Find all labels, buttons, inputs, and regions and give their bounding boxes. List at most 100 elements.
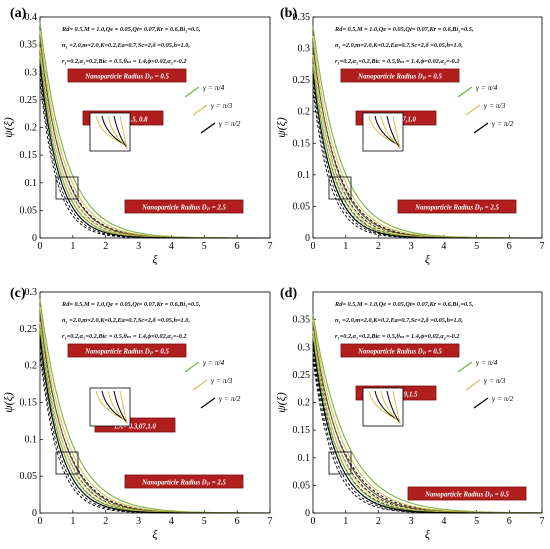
x-axis-label: ξ (152, 252, 158, 266)
parameter-line: Rd= 0.5,M = 1.0,Qe = 0.05,Qt= 0.07,Kr = … (61, 301, 201, 308)
annotation-text: Nanoparticle Radius Dₚ = 0.5 (357, 74, 442, 81)
dashed-series-line (312, 81, 542, 239)
x-tick-label: 7 (540, 241, 545, 252)
annotation-box (340, 343, 460, 358)
annotation-text: Nanoparticle Radius Dₚ = 2.5 (141, 205, 226, 212)
chart-panel-b: 0 1 2 3 4 5 6 7 0 0.05 0.1 0.15 0.2 0.25 0.3 0.35 ξ ψ(ξ) (… (274, 6, 545, 266)
y-tick-label: 0.35 (293, 12, 311, 23)
series-line (312, 336, 542, 514)
panel-label: (c) (10, 286, 26, 301)
legend-label: γ = π/2 (219, 394, 241, 403)
dashed-series-line (312, 358, 542, 514)
legend-line (473, 397, 489, 409)
legend-line (465, 379, 481, 391)
y-tick-label: 0.1 (25, 434, 38, 445)
y-tick-label: 0 (32, 233, 37, 244)
y-tick-label: 0.05 (20, 205, 38, 216)
annotation-box (124, 199, 244, 214)
annotation-box (397, 199, 517, 214)
dashed-series-line (39, 353, 270, 514)
x-tick-label: 0 (38, 516, 43, 527)
legend-line (192, 104, 208, 116)
series-line (312, 330, 542, 514)
x-tick-label: 3 (136, 516, 141, 527)
legend-label: γ = π/4 (476, 358, 498, 367)
x-tick-label: 3 (409, 241, 414, 252)
inset-curve (386, 390, 401, 424)
dashed-series-line (312, 90, 542, 239)
dashed-series-line (39, 73, 270, 239)
zoom-source-box (55, 176, 79, 200)
y-axis-label: ψ(ξ) (1, 392, 15, 413)
y-tick-label: 0.15 (20, 398, 38, 409)
annotation-text: Nanoparticle Radius Dₚ = 0.5 (84, 74, 169, 81)
x-tick-label: 4 (441, 516, 446, 527)
x-axis-label: ξ (425, 252, 431, 266)
legend-label: γ = π/3 (484, 101, 506, 110)
inset-curve (113, 390, 128, 424)
x-tick-label: 2 (103, 241, 108, 252)
y-axis-label: ψ(ξ) (274, 392, 288, 413)
parameter-line: Rd= 0.5,M = 1.0,Qe = 0.05,Qt= 0.07,Kr = … (334, 301, 474, 308)
zoom-source-box (55, 451, 79, 475)
x-tick-label: 7 (540, 516, 545, 527)
y-tick-label: 0.25 (20, 324, 38, 335)
dashed-series-line (39, 81, 270, 239)
inset-curve (392, 390, 401, 425)
x-tick-label: 3 (409, 516, 414, 527)
annotation-box (407, 486, 527, 501)
x-tick-label: 2 (376, 241, 381, 252)
y-tick-label: 0.15 (20, 150, 38, 161)
annotation-text: Nanoparticle Radius Dₚ = 0.5 (357, 349, 442, 356)
y-tick-label: 0.2 (25, 361, 38, 372)
inset-curve (113, 115, 128, 149)
parameter-line: r₁=0.2,α₁=0.2,Biᴄ = 0.5,θₘ = 1.4,ϕ=0.02,… (335, 333, 460, 340)
x-tick-label: 5 (202, 516, 207, 527)
x-axis-label: ξ (425, 527, 431, 541)
legend-label: γ = π/2 (492, 394, 514, 403)
x-tick-label: 6 (507, 241, 512, 252)
x-tick-label: 5 (202, 241, 207, 252)
x-axis-label: ξ (152, 527, 158, 541)
panel-label: (d) (280, 286, 297, 301)
x-tick-label: 4 (169, 241, 174, 252)
y-tick-label: 0.05 (293, 201, 311, 212)
y-tick-label: 0.35 (20, 40, 38, 51)
legend-line (184, 86, 200, 98)
chart-panel-d: 0 1 2 3 4 5 6 7 0 0.05 0.1 0.15 0.2 0.25 0.3 0.35 ξ ψ(ξ) (… (274, 286, 545, 541)
y-tick-label: 0.05 (20, 471, 38, 482)
y-tick-label: 0 (305, 233, 310, 244)
y-tick-label: 0.3 (25, 287, 38, 298)
parameter-line: Rd= 0.5,M = 1.0,Qe = 0.05,Qt= 0.07,Kr = … (334, 26, 474, 33)
y-tick-label: 0.1 (25, 178, 38, 189)
y-tick-label: 0.1 (298, 170, 311, 181)
annotation-text: Nanoparticle Radius Dₚ = 2.5 (141, 480, 226, 487)
y-tick-label: 0.2 (25, 123, 38, 134)
y-tick-label: 0 (305, 508, 310, 519)
x-tick-label: 6 (235, 241, 240, 252)
inset-curve (386, 115, 401, 149)
legend-line (192, 379, 208, 391)
inset-curve (119, 115, 128, 150)
legend-label: γ = π/4 (203, 358, 225, 367)
inset-curve (119, 390, 128, 425)
x-tick-label: 3 (136, 241, 141, 252)
annotation-text: EA= 0.3,07,1.0 (113, 424, 156, 431)
x-tick-label: 7 (268, 241, 273, 252)
y-tick-label: 0.2 (298, 107, 311, 118)
parameter-line: Rd= 0.5,M = 1.0,Qe = 0.05,Qt= 0.07,Kr = … (61, 26, 201, 33)
x-tick-label: 0 (38, 241, 43, 252)
x-tick-label: 0 (311, 241, 316, 252)
x-tick-label: 1 (343, 241, 348, 252)
parameter-line: r₁=0.2,α₁=0.2,Biᴄ = 0.5,θₘ = 1.4,ϕ=0.02,… (62, 58, 187, 65)
y-axis-label: ψ(ξ) (1, 117, 15, 138)
chart-panel-a: 0 1 2 3 4 5 6 7 0 0.05 0.1 0.15 0.2 0.25 0.3 0.35 0.4 ξ ψ(… (1, 6, 273, 266)
parameter-line: n₁ =2.0,m=2.0,K=0.2,Ea=0.7,Sc=2,δ =0.05,… (335, 317, 463, 324)
annotation-box (124, 474, 244, 489)
x-tick-label: 5 (474, 516, 479, 527)
annotation-text: Nanoparticle Radius Dₚ = 0.5 (84, 349, 169, 356)
panel-label: (a) (10, 6, 27, 21)
x-tick-label: 6 (235, 516, 240, 527)
y-tick-label: 0 (32, 508, 37, 519)
